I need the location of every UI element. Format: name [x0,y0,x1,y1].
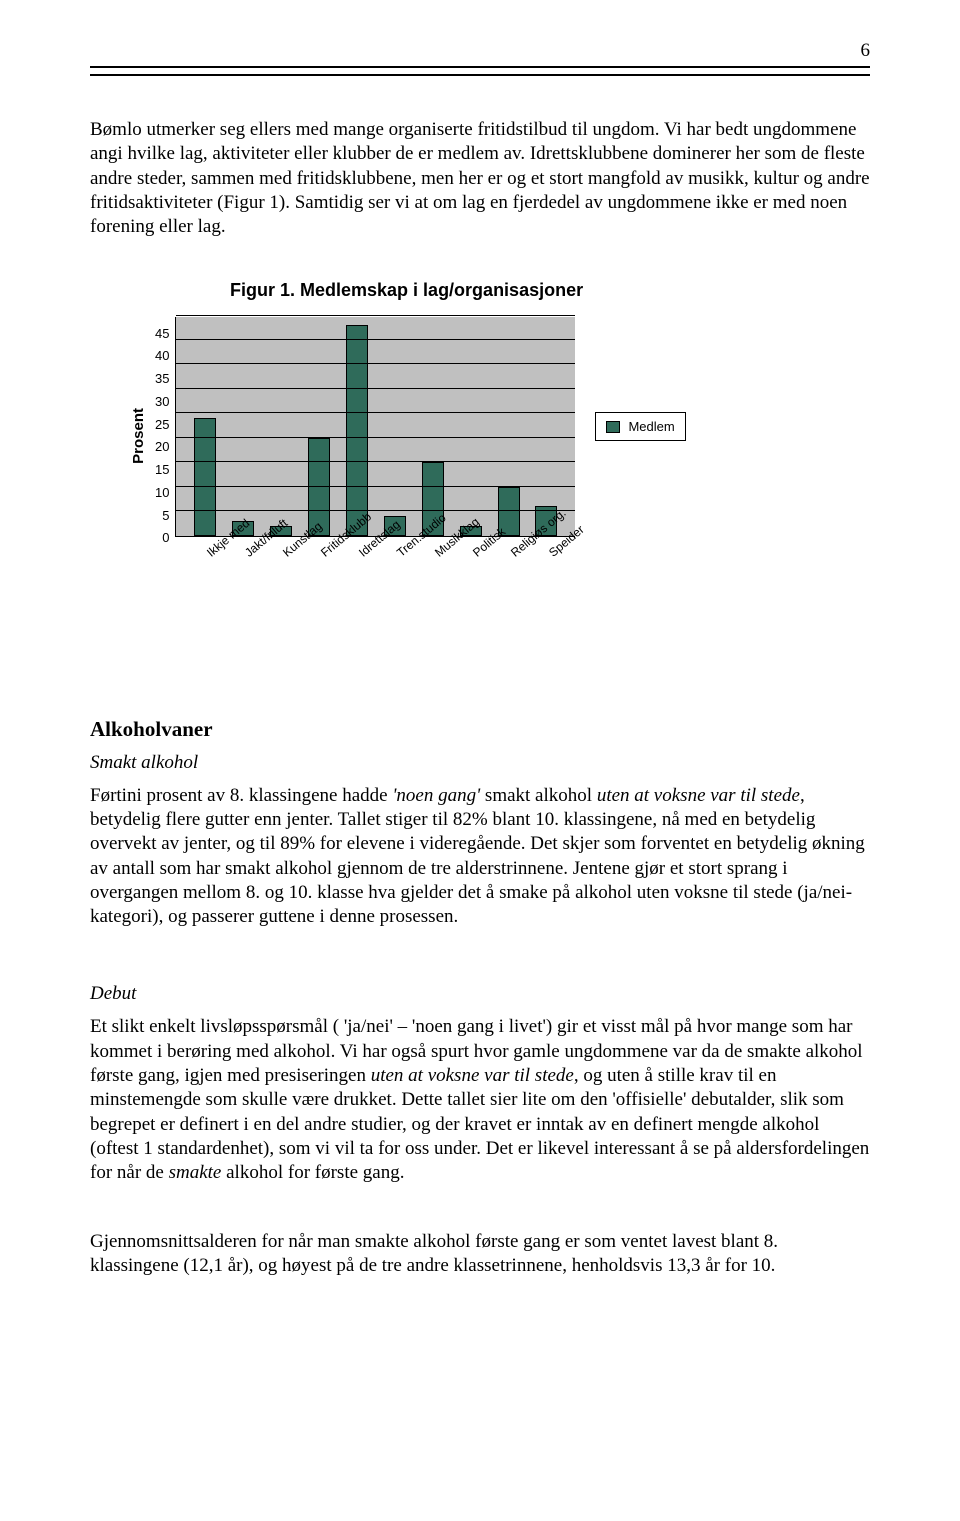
x-tick-label: Idrettslag [356,533,383,559]
y-tick-label: 35 [155,371,169,386]
chart-figure: Figur 1. Medlemskap i lag/organisasjoner… [90,280,870,555]
y-tick-label: 10 [155,485,169,500]
chart-gridline [176,339,575,340]
text-run-italic: uten at voksne var til stede [371,1065,574,1086]
y-tick-label: 45 [155,326,169,341]
x-tick-label: Religiøs org. [508,533,535,559]
page-number: 6 [90,40,870,62]
chart-gridline [176,412,575,413]
intro-paragraph: Bømlo utmerker seg ellers med mange orga… [90,118,870,240]
chart-gridline [176,461,575,462]
chart-gridline [176,437,575,438]
chart-legend: Medlem [595,412,685,441]
y-tick-label: 40 [155,348,169,363]
x-tick-label: Tren.studio [394,533,421,559]
document-page: 6 Bømlo utmerker seg ellers med mange or… [0,0,960,1362]
chart-gridline [176,486,575,487]
bar [346,325,368,535]
subheading-debut: Debut [90,983,870,1005]
y-tick-label: 20 [155,439,169,454]
chart-y-axis-label: Prosent [130,408,147,464]
chart-gridline [176,510,575,511]
bar-slot [345,325,369,535]
y-tick-label: 25 [155,417,169,432]
x-tick-label: Speider [546,533,573,559]
paragraph-gjennomsnitt: Gjennomsnittsalderen for når man smakte … [90,1230,870,1279]
chart-container: Prosent 45 40 35 30 25 20 15 10 5 0 Medlem Ikkje … [130,317,870,555]
header-rule [90,66,870,78]
y-tick-label: 0 [162,530,169,545]
x-tick-label: Musikklag [432,533,459,559]
paragraph-debut: Et slikt enkelt livsløpsspørsmål ( 'ja/n… [90,1015,870,1185]
legend-swatch [606,421,620,433]
x-tick-label: Politisk [470,533,497,559]
text-run-italic: smakte [169,1162,222,1183]
chart-gridline [176,363,575,364]
section-heading-alkoholvaner: Alkoholvaner [90,717,870,742]
x-tick-label: Jakt/friluft [242,533,269,559]
text-run: alkohol for første gang. [221,1162,404,1183]
y-tick-label: 5 [162,508,169,523]
chart-x-ticks: Ikkje medJakt/friluftKunstlagFritidsklub… [175,541,575,555]
text-run-italic: uten at voksne var til stede [597,785,800,806]
text-run: smakt alkohol [480,785,597,806]
x-tick-label: Fritidsklubb [318,533,345,559]
legend-label: Medlem [628,419,674,434]
x-tick-label: Ikkje med [204,533,231,559]
chart-gridline [176,315,575,316]
y-tick-label: 15 [155,462,169,477]
chart-gridline [176,388,575,389]
chart-plot-area [175,317,575,537]
text-run-italic: 'noen gang' [392,785,480,806]
chart-y-ticks: 45 40 35 30 25 20 15 10 5 0 [155,326,169,546]
x-tick-label: Kunstlag [280,533,307,559]
text-run: Førtini prosent av 8. klassingene hadde [90,785,392,806]
y-tick-label: 30 [155,394,169,409]
chart-bars [176,317,575,536]
paragraph-smakt-alkohol: Førtini prosent av 8. klassingene hadde … [90,784,870,930]
subheading-smakt-alkohol: Smakt alkohol [90,752,870,774]
chart-title: Figur 1. Medlemskap i lag/organisasjoner [230,280,870,301]
